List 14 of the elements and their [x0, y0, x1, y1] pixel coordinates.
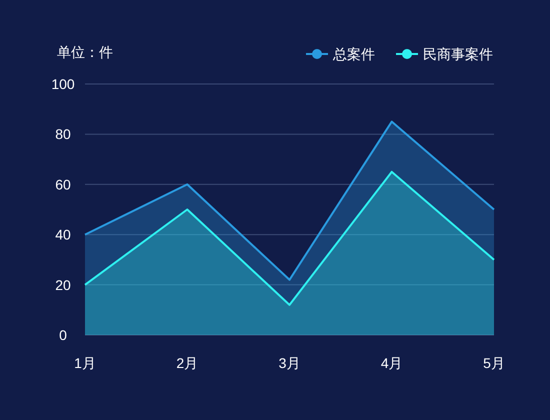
legend-label: 总案件 — [332, 46, 375, 62]
x-tick-label: 4月 — [380, 355, 403, 371]
y-tick-label: 40 — [55, 226, 71, 243]
x-tick-label: 5月 — [483, 355, 505, 371]
x-tick-label: 3月 — [278, 355, 300, 371]
x-tick-label: 1月 — [74, 355, 96, 371]
legend-label: 民商事案件 — [423, 46, 493, 62]
y-tick-label: 60 — [55, 176, 71, 192]
y-tick-label: 80 — [55, 126, 71, 142]
y-tick-label: 0 — [59, 327, 68, 343]
y-tick-label: 100 — [51, 76, 75, 92]
y-axis-title: 单位：件 — [57, 44, 113, 60]
y-tick-label: 20 — [55, 276, 71, 293]
x-tick-label: 2月 — [176, 355, 198, 371]
